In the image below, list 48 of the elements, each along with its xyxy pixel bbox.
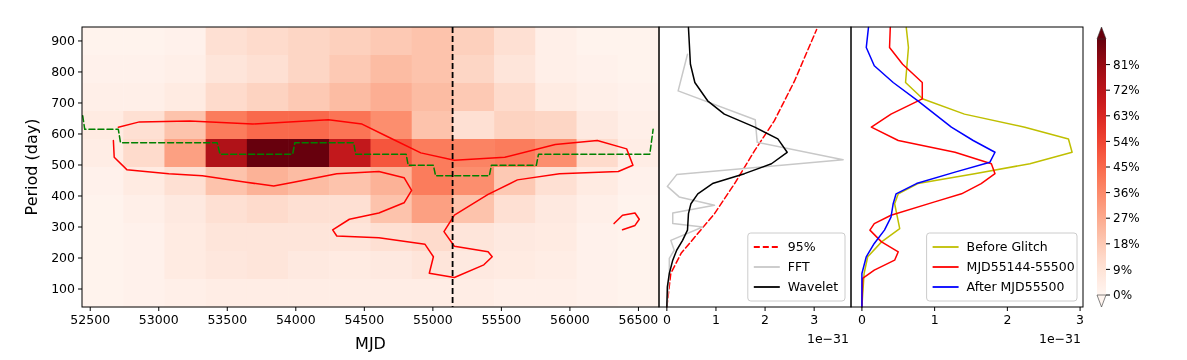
x-tick-label: 1 — [930, 312, 939, 327]
legend-label: After MJD55500 — [966, 279, 1065, 295]
line-series — [81, 114, 654, 177]
y-tick-label: 200 — [51, 250, 76, 266]
x-tick-label: 55500 — [481, 312, 522, 327]
legend-label: Before Glitch — [966, 239, 1048, 255]
x-tick-label: 52500 — [70, 312, 111, 327]
x-tick-label: 3 — [1076, 312, 1085, 327]
x-tick-label: 1 — [711, 312, 720, 327]
color-bar-label: 45% — [1113, 160, 1140, 175]
color-bar-label: 72% — [1113, 83, 1140, 98]
legend-label: MJD55144-55500 — [966, 259, 1075, 275]
y-tick-label: 400 — [51, 188, 76, 204]
x-tick-label: 54500 — [344, 312, 385, 327]
text: 1e−31 — [806, 331, 849, 346]
y-tick-label: 800 — [51, 64, 76, 80]
x-tick-label: 3 — [810, 312, 819, 327]
color-bar-label: 81% — [1113, 57, 1140, 72]
x-axis-title: MJD — [355, 334, 386, 353]
color-bar-label: 54% — [1113, 134, 1140, 149]
color-bar-label: 18% — [1113, 237, 1140, 251]
y-tick-label: 600 — [51, 126, 76, 142]
y-tick-label: 300 — [51, 219, 76, 235]
x-tick-label: 2 — [1003, 312, 1012, 327]
x-tick-label: 55000 — [412, 312, 453, 327]
color-bar-label: 63% — [1113, 109, 1140, 123]
y-tick-label: 900 — [51, 33, 76, 49]
line-series — [112, 118, 634, 279]
color-bar-label: 27% — [1113, 211, 1140, 226]
y-tick-label: 700 — [51, 95, 76, 111]
x-tick-label: 56000 — [550, 312, 590, 327]
color-bar-label: 9% — [1113, 262, 1133, 277]
y-axis-title: Period (day) — [22, 118, 41, 216]
legend-label: Wavelet — [787, 279, 839, 295]
x-tick-label: 0 — [857, 312, 866, 327]
y-tick-label: 500 — [51, 157, 76, 173]
x-tick-label: 2 — [761, 312, 770, 327]
x-tick-label: 53000 — [138, 312, 179, 327]
x-tick-label: 54000 — [275, 312, 316, 327]
color-bar-label: 0% — [1113, 288, 1133, 303]
x-tick-label: 53500 — [207, 312, 248, 327]
color-bar-label: 36% — [1113, 185, 1140, 200]
legend-label: 95% — [787, 239, 816, 255]
x-tick-label: 56500 — [618, 312, 659, 327]
legend-label: FFT — [787, 259, 810, 275]
text: 1e−31 — [1038, 331, 1081, 346]
y-tick-label: 100 — [51, 281, 76, 297]
x-tick-label: 0 — [662, 312, 671, 327]
